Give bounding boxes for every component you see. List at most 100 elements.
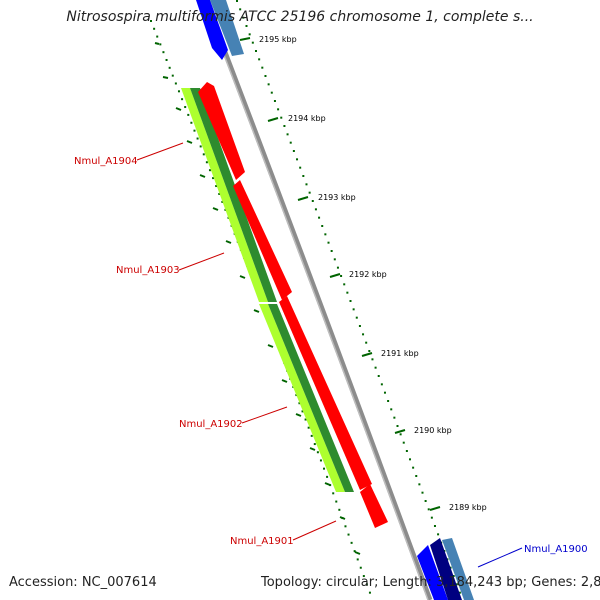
gene-label-Nmul_A1900[interactable]: Nmul_A1900 [524, 544, 588, 555]
tick-dot [336, 266, 339, 269]
label-line-Nmul_A1904 [136, 142, 184, 161]
label-line-Nmul_A1903 [178, 252, 225, 271]
tick-dot [311, 200, 314, 202]
gene-Nmul_A1902-arrow[interactable] [279, 296, 372, 490]
gene-Nmul_A1901-arrow[interactable] [360, 484, 388, 528]
tick-dot [239, 8, 242, 11]
tick-dot [353, 550, 356, 553]
inner-ticks [154, 42, 361, 555]
tick-dot [280, 116, 283, 119]
tick-dot [296, 158, 299, 161]
tick-dot [168, 66, 171, 69]
label-line-Nmul_A1900 [477, 547, 523, 568]
tick-dot [323, 467, 326, 470]
tick-dot [267, 83, 270, 86]
tick-dot [208, 169, 211, 172]
svg-text:2195 kbp: 2195 kbp [259, 35, 297, 44]
tick-dot [302, 175, 305, 177]
tick-dot [205, 161, 208, 164]
tick-dot [273, 100, 276, 102]
tick-dot [362, 333, 365, 336]
tick-dot [343, 283, 346, 286]
gene-label-Nmul_A1902[interactable]: Nmul_A1902 [179, 419, 243, 430]
tick-dot [159, 43, 162, 46]
tick-dot [319, 459, 322, 462]
tick-dot [356, 558, 359, 561]
tick-dot [181, 98, 184, 101]
tick-dot [254, 50, 257, 52]
tick-dot [349, 300, 352, 302]
tick-dot [396, 425, 399, 427]
tick-dot [310, 434, 313, 437]
gene-Nmul_A1900-arrow[interactable] [417, 538, 474, 600]
tick-dot [196, 137, 199, 140]
tick-dot [377, 375, 380, 377]
tick-dot [184, 106, 187, 109]
tick-dot [405, 450, 408, 452]
gene-top-blue[interactable] [196, 0, 244, 60]
tick-dot [308, 191, 311, 194]
tick-dot [215, 185, 218, 188]
tick-dot [452, 575, 455, 577]
tick-dot [365, 341, 368, 344]
gene-label-Nmul_A1904[interactable]: Nmul_A1904 [74, 156, 138, 167]
tick-dot [402, 441, 405, 444]
tick-dot [335, 500, 338, 503]
gene-label-Nmul_A1903[interactable]: Nmul_A1903 [116, 265, 180, 276]
tick-2190: 2190 kbp [394, 426, 452, 435]
tick-2192: 2192 kbp [329, 270, 387, 279]
tick-dot [286, 133, 289, 136]
tick-dot [153, 27, 156, 30]
tick-dot [321, 225, 324, 227]
tick-dot [421, 491, 424, 494]
svg-text:2191 kbp: 2191 kbp [381, 349, 419, 358]
tick-dot [338, 508, 341, 511]
tick-dot [424, 500, 427, 502]
tick-dot [187, 113, 190, 116]
tick-dot [289, 141, 292, 144]
tick-dot [368, 350, 371, 352]
tick-dot [292, 150, 295, 152]
tick-dot [264, 75, 267, 77]
tick-dot [150, 20, 152, 22]
gene-reverse-strand[interactable] [181, 88, 354, 492]
tick-dot [251, 41, 254, 44]
tick-dot [270, 91, 273, 94]
gene-label-Nmul_A1901[interactable]: Nmul_A1901 [230, 536, 294, 547]
tick-dot [374, 366, 377, 369]
tick-dot [218, 192, 221, 195]
tick-dot [368, 591, 371, 594]
map-title: Nitrosospira multiformis ATCC 25196 chro… [66, 9, 534, 25]
tick-dot [333, 258, 336, 261]
tick-dot [156, 35, 159, 38]
tick-dot [330, 250, 333, 252]
genome-summary-text: Topology: circular; Length: 3,184,243 bp… [261, 575, 600, 590]
accession-text: Accession: NC_007614 [9, 575, 157, 590]
tick-dot [390, 408, 393, 411]
tick-2189: 2189 kbp [429, 503, 487, 512]
tick-dot [177, 90, 180, 93]
tick-dot [193, 129, 196, 132]
tick-dot [301, 410, 304, 413]
tick-dot [359, 566, 362, 569]
svg-text:2189 kbp: 2189 kbp [449, 503, 487, 512]
tick-dot [433, 525, 436, 527]
tick-dot [362, 575, 365, 578]
tick-dot [427, 508, 430, 511]
tick-dot [299, 166, 302, 169]
genome-backbone [202, 0, 433, 600]
tick-dot [412, 466, 415, 469]
tick-dot [418, 483, 421, 486]
tick-dot [329, 484, 332, 487]
tick-2193: 2193 kbp [297, 193, 356, 202]
label-line-Nmul_A1902 [241, 406, 288, 424]
tick-dot [383, 391, 386, 394]
tick-dot [393, 416, 396, 419]
gene-Nmul_A1903-arrow[interactable] [233, 180, 292, 300]
gene-Nmul_A1904-arrow[interactable] [198, 82, 245, 180]
tick-dot [171, 74, 174, 77]
tick-dot [313, 443, 316, 446]
tick-dot [458, 591, 461, 594]
tick-dot [190, 121, 193, 124]
